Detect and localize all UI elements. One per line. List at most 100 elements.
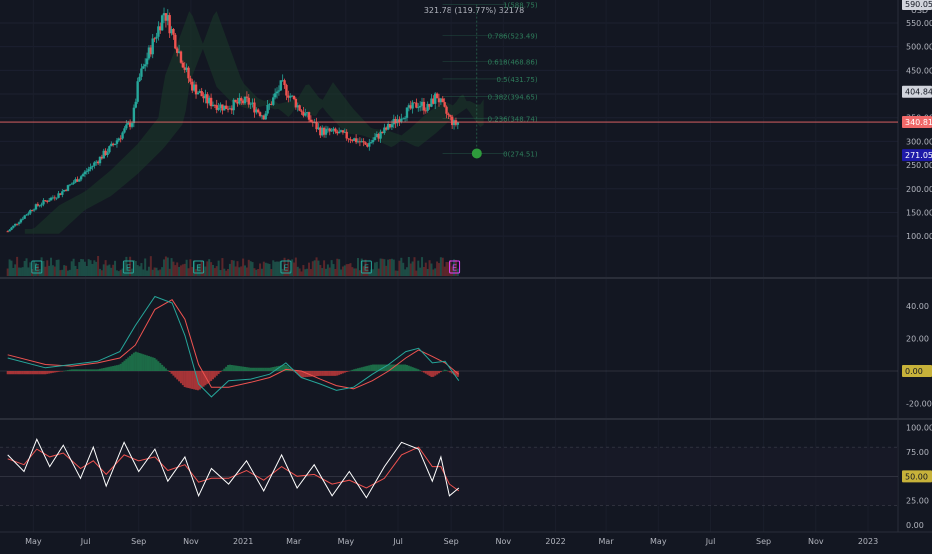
candles[interactable] xyxy=(0,7,898,233)
candle-body xyxy=(206,94,209,104)
price-axis[interactable]: 550.00500.00450.00400.00350.00300.00250.… xyxy=(902,0,932,530)
macd-histogram-bar xyxy=(330,371,333,376)
volume-bar xyxy=(398,260,401,276)
macd-histogram-bar xyxy=(351,369,354,371)
volume-bar xyxy=(308,262,311,276)
volume-bar xyxy=(390,258,393,276)
macd-histogram-bar xyxy=(16,371,19,375)
volume-bar xyxy=(260,268,263,276)
macd-histogram-bar xyxy=(251,367,254,371)
volume-bar xyxy=(262,261,265,276)
candle-body xyxy=(437,98,441,103)
macd-histogram-bar xyxy=(176,371,179,380)
volume-bar xyxy=(210,262,213,276)
candle-body xyxy=(179,51,183,63)
volume-bar xyxy=(138,266,141,276)
volume-bar xyxy=(63,265,66,276)
macd-histogram-bar xyxy=(272,367,275,371)
time-tick-label: Mar xyxy=(286,537,302,546)
macd-histogram-bar xyxy=(215,371,218,376)
volume-bar xyxy=(272,260,275,276)
macd-histogram-bar xyxy=(82,369,85,371)
macd-histogram-bar xyxy=(253,367,256,371)
volume-bar xyxy=(276,261,279,276)
macd-histogram-bar xyxy=(407,365,410,371)
macd-histogram-bar xyxy=(127,357,130,371)
volume-bar xyxy=(87,259,90,276)
macd-histogram-bar xyxy=(34,371,37,375)
candle-body xyxy=(127,122,130,125)
macd-pane[interactable] xyxy=(0,295,898,398)
volume-bar xyxy=(443,266,446,276)
candle-body xyxy=(200,91,203,97)
candle-body xyxy=(240,98,243,101)
macd-histogram-bar xyxy=(166,370,169,371)
stoch-tick-label: 100.00 xyxy=(906,424,932,433)
volume-bar xyxy=(283,257,286,276)
volume-bar xyxy=(334,269,337,276)
volume-bar xyxy=(422,266,425,276)
volume-bar xyxy=(91,263,94,276)
volume-bar xyxy=(80,259,83,276)
time-axis[interactable]: May Jul Sep Nov 2021 Mar May Jul Sep Nov 2022 Mar Ma… xyxy=(25,537,878,546)
macd-tick-label: 40.00 xyxy=(906,302,929,311)
pane-separators xyxy=(0,0,932,533)
macd-signal-line xyxy=(7,299,460,390)
volume-bar xyxy=(48,265,51,276)
candle-body xyxy=(375,133,379,138)
candle-body xyxy=(319,127,322,136)
candle-body xyxy=(125,124,128,129)
candle-body xyxy=(277,90,281,92)
volume-bar xyxy=(439,257,442,276)
earnings-marker-label: E xyxy=(364,264,369,273)
candle-body xyxy=(42,200,45,205)
macd-histogram-bar xyxy=(249,367,252,371)
macd-histogram-bar xyxy=(19,371,22,375)
candle-body xyxy=(321,127,324,136)
macd-histogram-bar xyxy=(87,369,90,371)
macd-histogram-bar xyxy=(274,366,277,371)
macd-histogram-bar xyxy=(364,366,367,371)
macd-histogram-bar xyxy=(447,371,450,372)
candle-body xyxy=(40,204,43,206)
candle-body xyxy=(162,13,166,16)
candle-body xyxy=(187,67,190,79)
candle-body xyxy=(368,142,371,147)
candle-body xyxy=(243,96,247,104)
macd-histogram-bar xyxy=(123,360,126,371)
candle-body xyxy=(29,210,32,214)
macd-histogram-bar xyxy=(368,365,371,371)
macd-histogram-bar xyxy=(390,364,393,371)
macd-histogram-bar xyxy=(187,371,190,389)
candle-body xyxy=(198,91,202,93)
candle-body xyxy=(268,103,271,106)
volume-bar xyxy=(319,264,322,276)
macd-histogram-bar xyxy=(225,366,228,371)
macd-histogram-bar xyxy=(163,366,166,371)
macd-histogram-bar xyxy=(217,371,220,374)
stoch-pane[interactable] xyxy=(0,438,898,506)
candle-body xyxy=(142,66,145,69)
volume-bar xyxy=(411,261,414,276)
volume-bar xyxy=(93,260,96,276)
candle-body xyxy=(30,210,34,211)
macd-histogram-bar xyxy=(387,364,390,371)
macd-histogram-bar xyxy=(385,364,388,371)
candle-body xyxy=(223,105,226,111)
macd-histogram-bar xyxy=(409,366,412,371)
volume-bar xyxy=(153,267,156,276)
volume-bar xyxy=(33,260,36,276)
earnings-marker xyxy=(31,260,43,274)
candle-body xyxy=(328,128,331,132)
volume-bar xyxy=(264,262,267,276)
candle-body xyxy=(385,127,388,130)
macd-histogram-bar xyxy=(262,367,265,371)
macd-histogram-bar xyxy=(136,352,139,371)
macd-histogram-bar xyxy=(347,371,350,372)
candle-body xyxy=(330,130,333,132)
candle-body xyxy=(402,118,405,120)
fib-retracement[interactable]: 1(588.75) 0.786(523.49) 0.618(468.86) 0.5(4… xyxy=(442,2,538,159)
